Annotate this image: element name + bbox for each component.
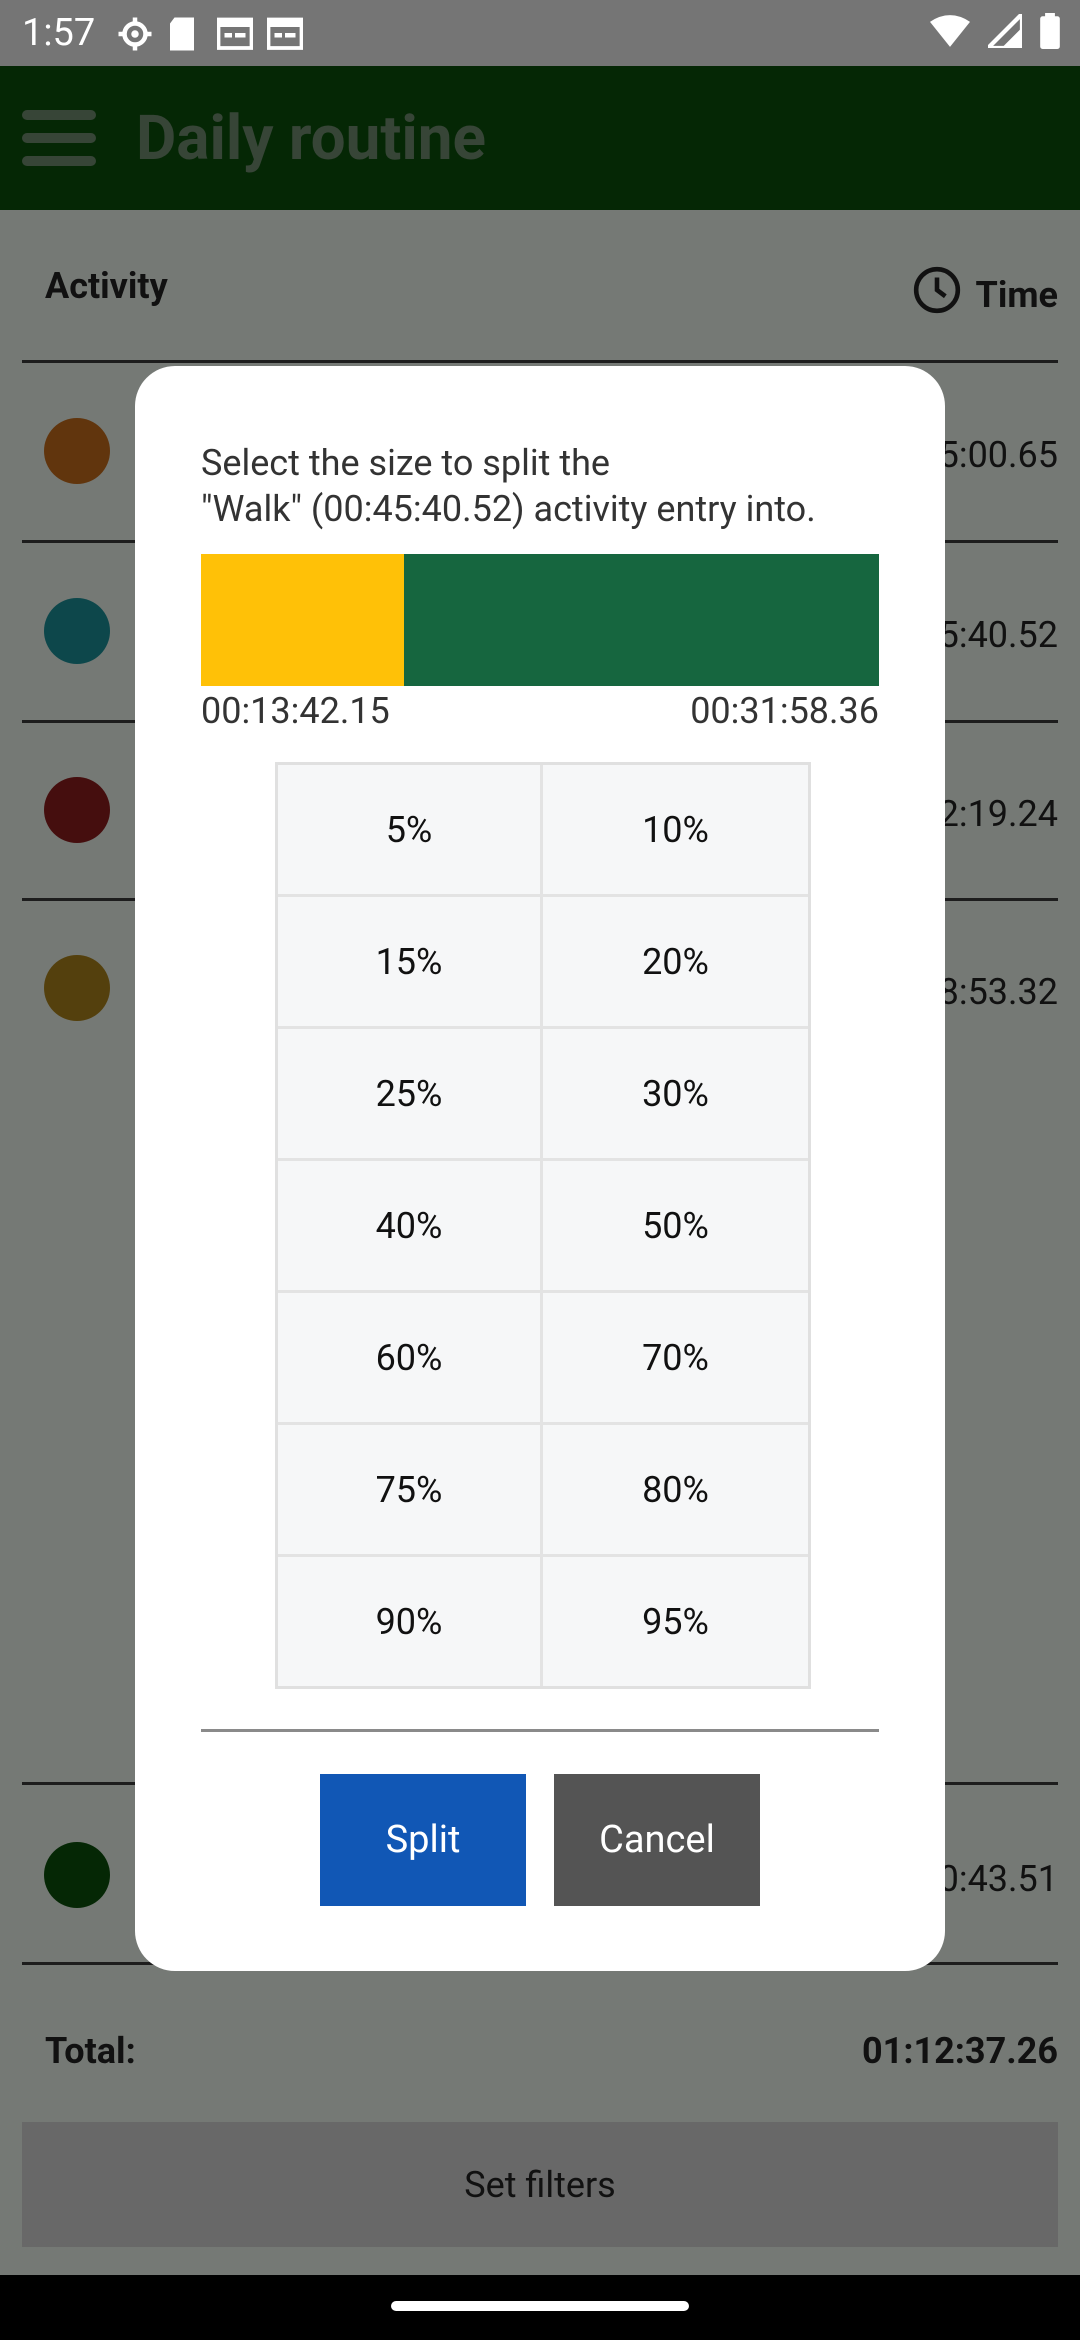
split-preview-left-part: [201, 554, 405, 686]
split-dialog: Select the size to split the "Walk" (00:…: [135, 366, 945, 1971]
split-option-button[interactable]: 20%: [543, 897, 808, 1029]
status-time: 1:57: [22, 11, 96, 55]
signal-icon: [982, 8, 1025, 52]
wifi-icon: [930, 15, 970, 51]
split-option-button[interactable]: 95%: [543, 1557, 808, 1686]
right-duration-label: 00:31:58.36: [690, 690, 879, 732]
split-option-button[interactable]: 60%: [278, 1293, 543, 1425]
split-size-grid: 5% 10% 15% 20% 25% 30% 40% 50% 60% 70% 75% 80% 90% 95…: [275, 762, 811, 1689]
calendar-icon: [216, 16, 254, 50]
navigation-bar: [0, 2275, 1080, 2340]
calendar-icon: [266, 16, 304, 50]
split-option-button[interactable]: 80%: [543, 1425, 808, 1557]
settings-icon: [117, 16, 153, 51]
dialog-message: Select the size to split the "Walk" (00:…: [201, 440, 891, 532]
cancel-button[interactable]: Cancel: [554, 1774, 760, 1906]
split-button[interactable]: Split: [320, 1774, 526, 1906]
split-option-button[interactable]: 90%: [278, 1557, 543, 1686]
status-bar: 1:57: [0, 0, 1080, 66]
split-option-button[interactable]: 70%: [543, 1293, 808, 1425]
home-handle[interactable]: [391, 2301, 689, 2311]
split-option-button[interactable]: 25%: [278, 1029, 543, 1161]
dialog-message-line: Select the size to split the: [201, 442, 611, 484]
split-preview-bar: [201, 554, 879, 686]
left-duration-label: 00:13:42.15: [201, 690, 390, 732]
dialog-divider: [201, 1729, 879, 1732]
split-option-button[interactable]: 50%: [543, 1161, 808, 1293]
split-option-button[interactable]: 40%: [278, 1161, 543, 1293]
dialog-message-line: "Walk" (00:45:40.52) activity entry into…: [201, 488, 816, 530]
battery-icon: [1040, 13, 1060, 53]
split-option-button[interactable]: 5%: [278, 765, 543, 897]
split-option-button[interactable]: 30%: [543, 1029, 808, 1161]
split-preview-right-part: [404, 554, 879, 686]
split-option-button[interactable]: 75%: [278, 1425, 543, 1557]
split-option-button[interactable]: 15%: [278, 897, 543, 1029]
split-option-button[interactable]: 10%: [543, 765, 808, 897]
sd-card-icon: [167, 16, 203, 51]
